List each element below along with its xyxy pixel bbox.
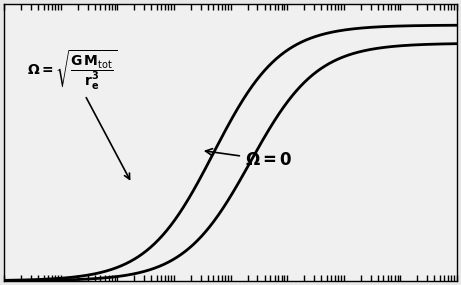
Text: $\mathbf{\Omega=\sqrt{\dfrac{G\,M_{\rm tot}}{r_e^3}}}$: $\mathbf{\Omega=\sqrt{\dfrac{G\,M_{\rm t…	[27, 49, 130, 179]
Text: $\mathbf{\Omega=0}$: $\mathbf{\Omega=0}$	[206, 149, 292, 169]
